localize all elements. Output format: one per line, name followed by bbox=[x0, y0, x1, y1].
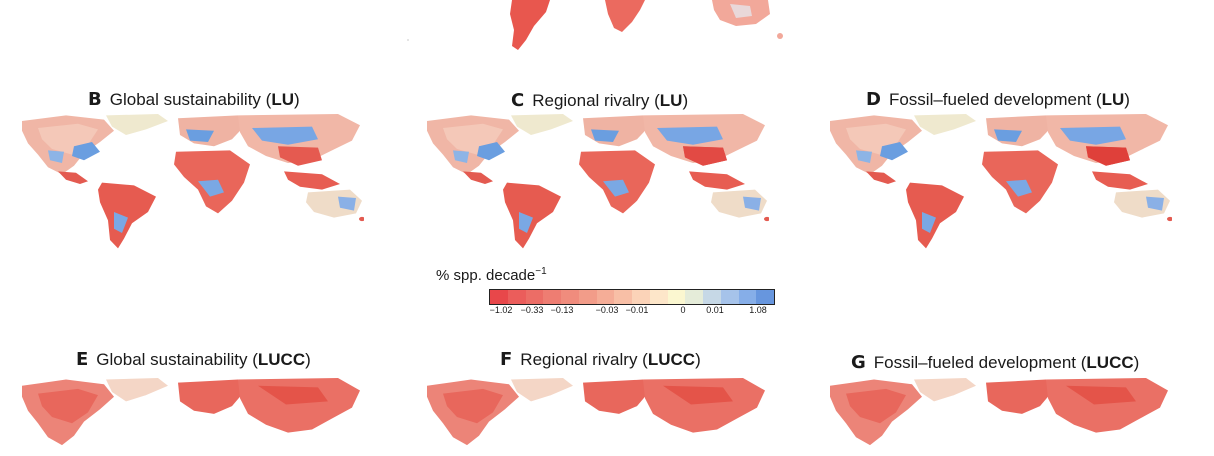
panel-letter: F bbox=[500, 349, 513, 370]
legend-swatch bbox=[756, 290, 774, 304]
legend-tick: −0.13 bbox=[550, 305, 574, 315]
legend-swatch bbox=[596, 290, 615, 304]
legend-tick: −0.01 bbox=[625, 305, 649, 315]
legend-tick: −0.33 bbox=[520, 305, 544, 315]
legend-swatch bbox=[561, 290, 579, 304]
panel-letter: C bbox=[511, 90, 525, 111]
panel-c-title: C Regional rivalry (LU) bbox=[511, 90, 689, 111]
panel-letter: B bbox=[88, 89, 102, 110]
legend-swatch bbox=[703, 290, 721, 304]
legend-ticks: −1.02 −0.33 −0.13 −0.03 −0.01 0 0.01 1.0… bbox=[0, 305, 1214, 319]
map-panel-b bbox=[22, 114, 364, 249]
panel-letter: E bbox=[76, 349, 89, 370]
legend-swatch bbox=[543, 290, 561, 304]
map-south-america-a bbox=[510, 0, 550, 50]
panel-letter: D bbox=[866, 89, 881, 110]
legend-swatch bbox=[667, 290, 686, 304]
legend-tick: 0 bbox=[680, 305, 686, 315]
map-panel-a bbox=[407, 0, 783, 50]
panel-letter: G bbox=[851, 352, 866, 373]
legend-swatch bbox=[738, 290, 757, 304]
legend-tick: −0.03 bbox=[595, 305, 619, 315]
map-panel-f bbox=[427, 378, 765, 446]
panel-b-title: B Global sustainability (LU) bbox=[88, 89, 300, 110]
legend-color-bar bbox=[489, 289, 775, 305]
map-panel-g bbox=[830, 378, 1168, 446]
legend-swatch bbox=[490, 290, 508, 304]
legend-swatch bbox=[525, 290, 544, 304]
legend-swatch bbox=[578, 290, 597, 304]
legend-tick: 1.08 bbox=[749, 305, 767, 315]
legend-tick: 0.01 bbox=[706, 305, 724, 315]
map-africa-a bbox=[605, 0, 645, 32]
legend-swatch bbox=[685, 290, 703, 304]
legend-swatch bbox=[720, 290, 739, 304]
legend-swatch bbox=[614, 290, 632, 304]
legend-tick: −1.02 bbox=[489, 305, 513, 315]
map-panel-d bbox=[830, 114, 1172, 249]
panel-d-title: D Fossil–fueled development (LU) bbox=[866, 89, 1130, 110]
legend-swatch bbox=[632, 290, 650, 304]
panel-f-title: F Regional rivalry (LUCC) bbox=[500, 349, 701, 370]
panel-g-title: G Fossil–fueled development (LUCC) bbox=[851, 352, 1140, 373]
panel-e-title: E Global sustainability (LUCC) bbox=[76, 349, 311, 370]
legend-title: % spp. decade−1 bbox=[436, 266, 547, 284]
legend-swatch bbox=[507, 290, 526, 304]
map-panel-c bbox=[427, 114, 769, 249]
map-panel-e bbox=[22, 378, 360, 446]
legend-swatch bbox=[649, 290, 668, 304]
